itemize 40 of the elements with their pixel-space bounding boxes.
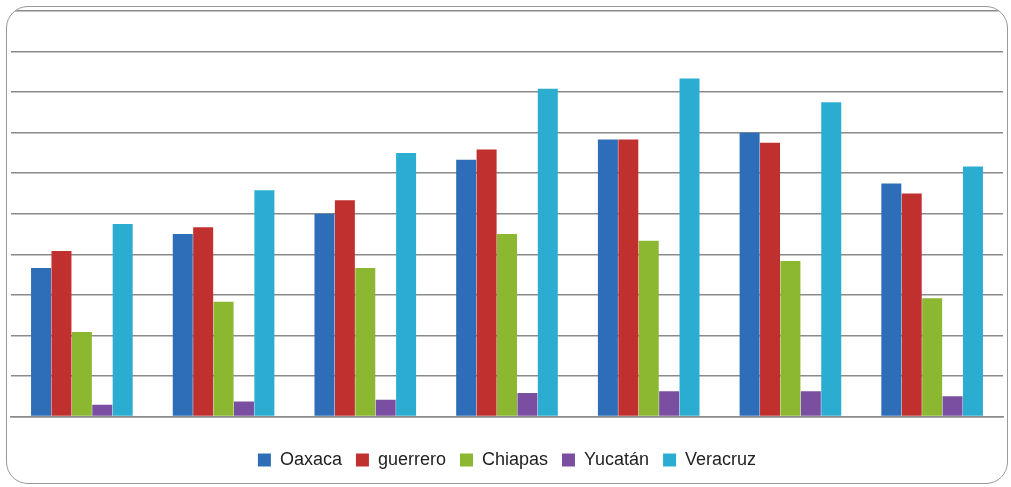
bar [597, 139, 618, 416]
bar [881, 183, 902, 416]
legend-label: guerrero [377, 448, 446, 469]
bar [517, 392, 538, 416]
bar [193, 227, 214, 416]
bar [638, 240, 659, 416]
bar [254, 190, 275, 416]
bar [800, 391, 821, 416]
bar [821, 102, 842, 416]
legend-label: Chiapas [481, 448, 549, 469]
bar [922, 298, 943, 416]
bar [92, 404, 113, 416]
bar [396, 152, 417, 416]
bar [314, 213, 335, 416]
bar [456, 159, 477, 416]
bar [618, 139, 639, 416]
bar [497, 234, 517, 416]
bar [901, 193, 922, 416]
bar [962, 166, 983, 416]
bar [659, 391, 680, 416]
bar [334, 200, 355, 416]
bar [760, 142, 781, 416]
bar [71, 332, 92, 416]
bar [233, 401, 254, 416]
bar [739, 132, 760, 416]
bar [537, 88, 558, 416]
bar [31, 267, 52, 416]
bar [780, 261, 801, 416]
bar [355, 267, 376, 416]
legend-label: Veracruz [685, 448, 757, 469]
legend-label: Oaxaca [279, 448, 343, 469]
bar [51, 250, 72, 416]
legend-label: Yucatán [584, 448, 650, 469]
bar [375, 399, 396, 416]
bar [172, 234, 193, 416]
bar [679, 78, 700, 416]
bar [112, 223, 133, 416]
bar [213, 301, 234, 416]
bar [942, 396, 963, 416]
bar [476, 149, 497, 416]
